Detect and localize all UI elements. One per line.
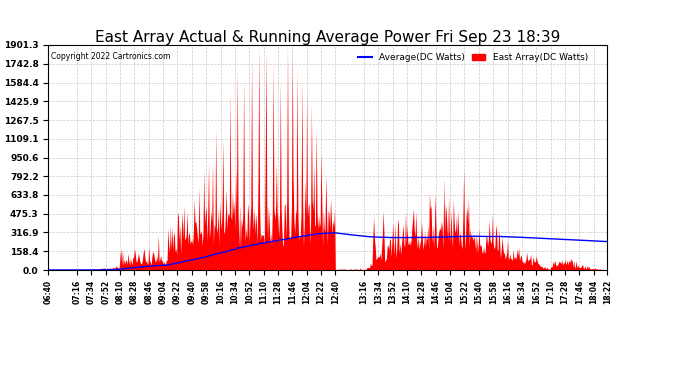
Legend: Average(DC Watts), East Array(DC Watts): Average(DC Watts), East Array(DC Watts) xyxy=(355,50,591,66)
Text: Copyright 2022 Cartronics.com: Copyright 2022 Cartronics.com xyxy=(51,52,170,61)
Title: East Array Actual & Running Average Power Fri Sep 23 18:39: East Array Actual & Running Average Powe… xyxy=(95,30,560,45)
